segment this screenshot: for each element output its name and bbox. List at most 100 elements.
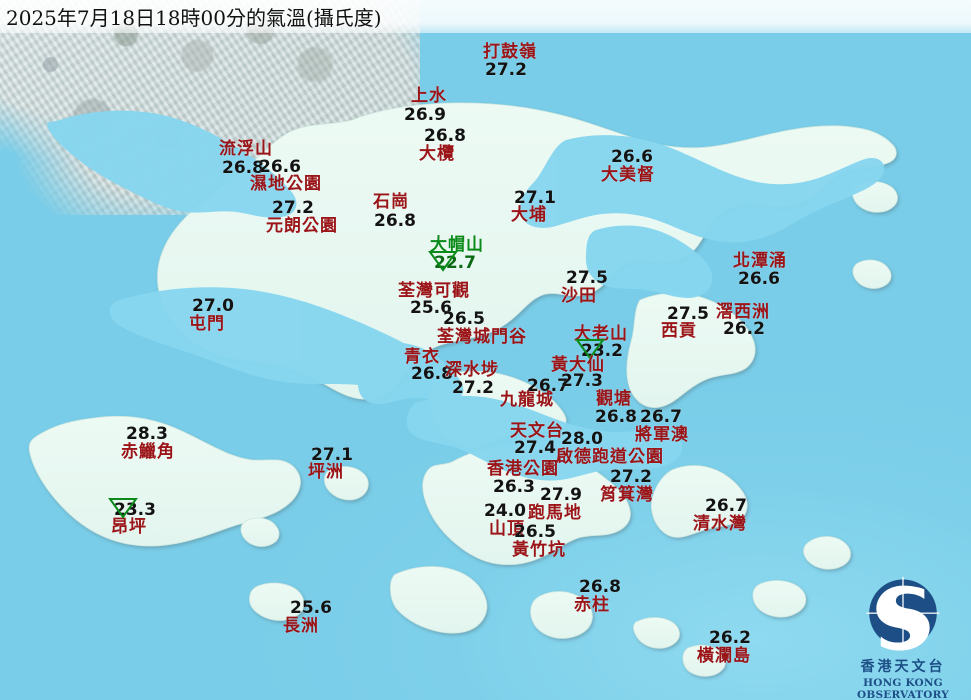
temperature-value: 27.2: [485, 60, 527, 80]
temperature-value: 28.0: [561, 429, 603, 449]
station-temperature: 26.8: [579, 579, 621, 596]
station-name: 大帽山: [430, 235, 484, 255]
station-temperature: 27.5: [566, 270, 608, 287]
temperature-value: 27.1: [311, 445, 353, 465]
station-temperature: 28.0: [561, 431, 603, 448]
temperature-value: 27.5: [667, 304, 709, 324]
station-temperature: 27.9: [540, 487, 582, 504]
temperature-value: 26.2: [723, 319, 765, 339]
station-name: 上水: [411, 86, 447, 106]
station-label: 滘西洲: [716, 304, 770, 321]
station-name: 大欖: [419, 144, 455, 164]
station-temperature: 25.6: [410, 300, 452, 317]
station-name: 大埔: [511, 205, 547, 225]
station-label: 石崗: [373, 194, 409, 211]
logo-name-cn: 香港天文台: [860, 659, 946, 675]
station-name: 滘西洲: [716, 302, 770, 322]
station-temperature: 26.8: [411, 366, 453, 383]
station-label: 大埔: [511, 207, 547, 224]
station-name: 元朗公園: [266, 216, 338, 236]
station-temperature: 27.5: [667, 306, 709, 323]
station-label: 橫瀾島: [697, 648, 751, 665]
station-name: 赤鱲角: [121, 442, 175, 462]
station-temperature: 26.7: [527, 378, 569, 395]
station-label: 元朗公園: [266, 218, 338, 235]
station-name: 流浮山: [219, 139, 273, 159]
station-label: 打鼓嶺: [483, 44, 537, 61]
page-title: 2025年7月18日18時00分的氣溫(攝氏度): [6, 6, 382, 30]
station-temperature: 26.5: [514, 524, 556, 541]
title-bar: 2025年7月18日18時00分的氣溫(攝氏度): [0, 0, 971, 33]
temperature-value: 26.8: [595, 407, 637, 427]
station-temperature: 26.8: [424, 128, 466, 145]
station-temperature: 26.9: [404, 107, 446, 124]
temperature-value: 27.5: [566, 268, 608, 288]
temperature-value: 27.2: [452, 378, 494, 398]
station-label: 深水埗: [445, 362, 499, 379]
station-temperature: 26.7: [640, 409, 682, 426]
temperature-value: 26.5: [443, 309, 485, 329]
station-temperature: 27.1: [311, 447, 353, 464]
station-temperature: 26.7: [705, 498, 747, 515]
station-name: 跑馬地: [528, 503, 582, 523]
station-temperature: 27.4: [514, 440, 556, 457]
station-name: 坪洲: [308, 462, 344, 482]
temperature-value: 26.7: [705, 496, 747, 516]
station-name: 將軍澳: [635, 425, 689, 445]
station-name: 大老山: [574, 324, 628, 344]
station-label: 跑馬地: [528, 505, 582, 522]
observatory-emblem-icon: [866, 576, 940, 651]
station-name: 清水灣: [693, 514, 747, 534]
station-name: 大美督: [601, 165, 655, 185]
station-name: 石崗: [373, 192, 409, 212]
hko-logo: 香港天文台 HONG KONG OBSERVATORY: [841, 575, 965, 700]
station-label: 流浮山: [219, 141, 273, 158]
station-name: 黃竹坑: [512, 540, 566, 560]
station-temperature: 24.0: [484, 503, 526, 520]
temperature-value: 27.0: [192, 296, 234, 316]
station-temperature: 27.3: [561, 373, 603, 390]
station-label: 西貢: [661, 323, 697, 340]
station-name: 北潭涌: [733, 251, 787, 271]
temperature-value: 26.8: [222, 158, 264, 178]
temperature-value: 27.9: [540, 485, 582, 505]
temperature-value: 27.2: [610, 467, 652, 487]
temperature-value: 27.3: [561, 371, 603, 391]
station-label: 長洲: [283, 618, 319, 635]
station-name: 觀塘: [596, 389, 632, 409]
station-label: 荃灣城門谷: [437, 329, 527, 346]
station-temperature: 27.2: [272, 200, 314, 217]
temperature-value: 26.8: [411, 364, 453, 384]
station-label: 觀塘: [596, 391, 632, 408]
temperature-value: 24.0: [484, 501, 526, 521]
temperature-value: 26.9: [404, 105, 446, 125]
station-label: 九龍城: [500, 392, 554, 409]
station-temperature: 26.8: [374, 213, 416, 230]
station-label: 坪洲: [308, 464, 344, 481]
station-name: 天文台: [510, 421, 564, 441]
station-temperature: 26.5: [443, 311, 485, 328]
temperature-value: 26.7: [640, 407, 682, 427]
station-label: 北潭涌: [733, 253, 787, 270]
station-temperature: 26.6: [738, 271, 780, 288]
station-name: 赤柱: [574, 595, 610, 615]
station-label: 啟德跑道公園: [556, 449, 664, 466]
station-temperature: 26.6: [259, 159, 301, 176]
station-label: 清水灣: [693, 516, 747, 533]
station-label: 大欖: [419, 146, 455, 163]
station-label: 天文台: [510, 423, 564, 440]
temperature-value: 26.6: [611, 147, 653, 167]
temperature-value: 27.2: [272, 198, 314, 218]
temperature-value: 26.6: [738, 269, 780, 289]
station-label: 黃竹坑: [512, 542, 566, 559]
station-name: 山頂: [489, 519, 525, 539]
station-label: 赤柱: [574, 597, 610, 614]
station-temperature: 26.2: [723, 321, 765, 338]
station-name: 西貢: [661, 321, 697, 341]
station-name: 長洲: [283, 616, 319, 636]
station-temperature: 27.0: [192, 298, 234, 315]
station-temperature: 26.8: [222, 160, 264, 177]
station-label: 大美督: [601, 167, 655, 184]
station-name: 香港公園: [487, 459, 559, 479]
